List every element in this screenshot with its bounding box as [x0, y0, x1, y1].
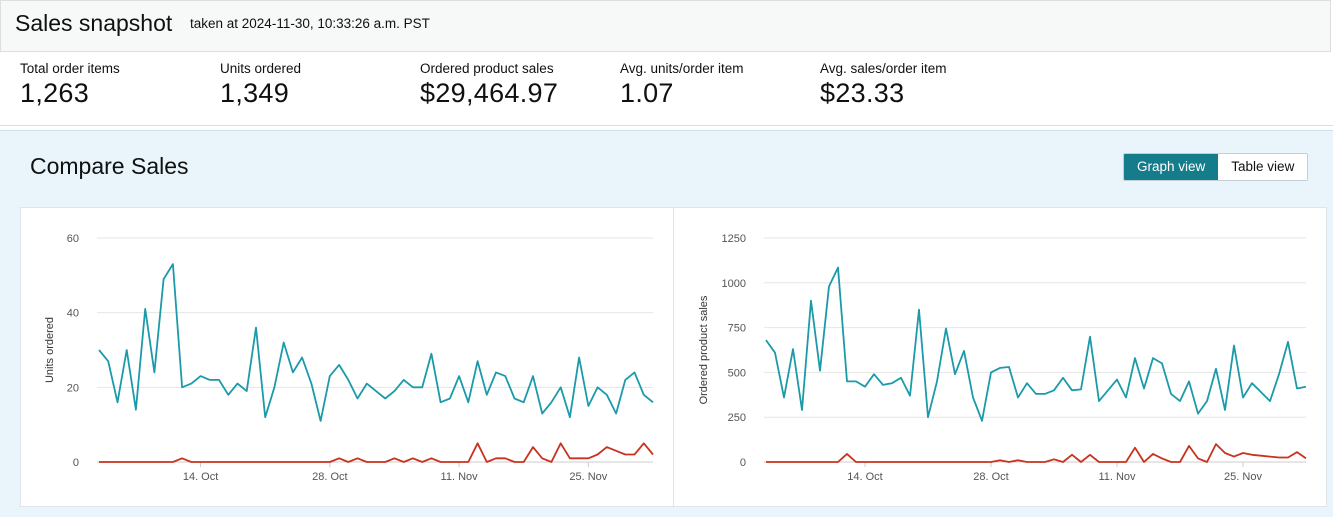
- x-tick-label: 28. Oct: [312, 471, 347, 483]
- y-tick-label: 0: [740, 457, 746, 469]
- compare-sales-panel: Compare Sales Graph view Table view 0 20 4…: [0, 130, 1333, 517]
- y-tick-label: 250: [728, 412, 746, 424]
- y-axis-title: Ordered product sales: [698, 295, 710, 404]
- x-tick-label: 14. Oct: [183, 471, 218, 483]
- compare-sales-title: Compare Sales: [30, 153, 189, 179]
- y-tick-label: 20: [67, 382, 79, 394]
- metrics-row: Total order items 1,263 Units ordered 1,…: [0, 52, 1333, 126]
- y-tick-label: 0: [73, 457, 79, 469]
- metric-label: Units ordered: [220, 61, 302, 76]
- series-line-compare: [766, 443, 1307, 463]
- x-tick-label: 11. Nov: [441, 471, 479, 483]
- snapshot-timestamp: taken at 2024-11-30, 10:33:26 a.m. PST: [190, 16, 430, 31]
- y-tick-label: 1000: [722, 278, 746, 290]
- table-view-button[interactable]: Table view: [1218, 154, 1308, 180]
- y-tick-label: 750: [728, 323, 746, 335]
- ordered-product-sales-chart-card: 0 250 500 750 1000 1250 14. Oct 28. Oct 11. Nov 2…: [673, 207, 1327, 507]
- x-tick-label: 14. Oct: [847, 471, 882, 483]
- metric-value: 1.07: [620, 78, 674, 108]
- metric-avg-units-per-order-item: Avg. units/order item 1.07: [620, 61, 744, 109]
- metric-label: Avg. sales/order item: [820, 61, 947, 76]
- y-tick-label: 40: [67, 308, 79, 320]
- metric-ordered-product-sales: Ordered product sales $29,464.97: [420, 61, 558, 109]
- y-tick-label: 60: [67, 233, 79, 245]
- metric-value: $23.33: [820, 78, 905, 108]
- units-ordered-chart-card: 0 20 40 60 14. Oct 28. Oct 11. Nov 25. Nov Units…: [20, 207, 674, 507]
- metric-label: Total order items: [20, 61, 120, 76]
- metric-avg-sales-per-order-item: Avg. sales/order item $23.33: [820, 61, 947, 109]
- metric-value: 1,349: [220, 78, 290, 108]
- metric-label: Avg. units/order item: [620, 61, 744, 76]
- series-line-compare: [99, 442, 654, 463]
- series-line-current: [98, 263, 654, 422]
- metric-value: 1,263: [20, 78, 90, 108]
- metric-label: Ordered product sales: [420, 61, 554, 76]
- y-tick-label: 500: [728, 367, 746, 379]
- y-tick-label: 1250: [722, 233, 746, 245]
- units-ordered-chart: 0 20 40 60 14. Oct 28. Oct 11. Nov 25. Nov Units…: [44, 233, 654, 483]
- snapshot-title: Sales snapshot: [15, 10, 173, 36]
- x-tick-label: 25. Nov: [569, 471, 607, 483]
- metric-units-ordered: Units ordered 1,349: [220, 61, 301, 109]
- ordered-product-sales-chart: 0 250 500 750 1000 1250 14. Oct 28. Oct 11. Nov 2…: [698, 233, 1307, 483]
- x-tick-label: 28. Oct: [973, 471, 1008, 483]
- series-line-current: [765, 266, 1307, 422]
- x-tick-label: 25. Nov: [1224, 471, 1262, 483]
- metric-value: $29,464.97: [420, 78, 559, 108]
- graph-view-button[interactable]: Graph view: [1124, 154, 1219, 180]
- metric-total-order-items: Total order items 1,263: [20, 61, 120, 109]
- snapshot-header: Sales snapshot taken at 2024-11-30, 10:3…: [0, 0, 1331, 52]
- view-toggle: Graph view Table view: [1123, 153, 1309, 181]
- x-tick-label: 11. Nov: [1098, 471, 1136, 483]
- y-axis-title: Units ordered: [44, 317, 56, 383]
